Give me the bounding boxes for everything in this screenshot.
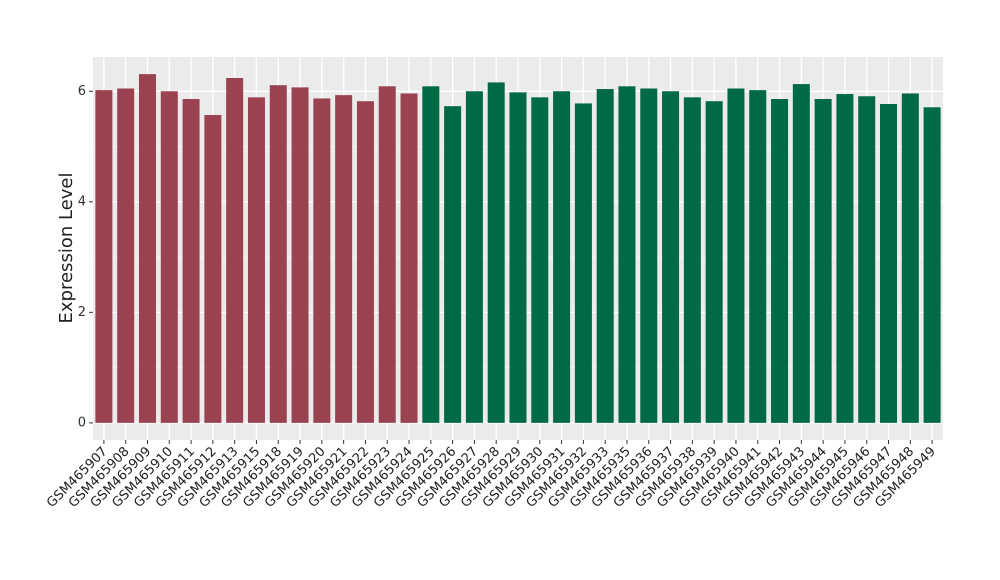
bar (356, 101, 374, 423)
bar (792, 84, 810, 423)
bar (138, 74, 156, 423)
bar (640, 88, 658, 423)
bar (117, 88, 135, 423)
bar (335, 95, 353, 423)
bar (901, 93, 919, 423)
bar (880, 103, 898, 423)
bar (378, 86, 396, 423)
bar (247, 97, 265, 423)
bar (727, 88, 745, 423)
bar (771, 99, 789, 423)
bar (531, 97, 549, 423)
bar (814, 99, 832, 423)
bar (618, 86, 636, 423)
bar (95, 90, 113, 423)
y-axis-label: Expression Level (56, 173, 77, 324)
bar (487, 82, 505, 423)
bar (444, 106, 462, 423)
bar (836, 94, 854, 423)
y-tick-label: 4 (78, 194, 86, 209)
bar (313, 98, 331, 423)
y-tick-label: 0 (78, 415, 86, 430)
y-tick-label: 2 (78, 305, 86, 320)
bar (574, 103, 592, 423)
bar (683, 97, 701, 423)
bar (596, 89, 614, 423)
bar (400, 93, 418, 423)
bar (269, 85, 287, 423)
bar (465, 91, 483, 423)
bar (226, 78, 244, 423)
bar (182, 99, 200, 423)
y-tick-label: 6 (78, 84, 86, 99)
bar (422, 86, 440, 423)
bar (553, 91, 571, 423)
bar (509, 92, 527, 423)
bar (291, 87, 309, 423)
bar (923, 107, 941, 423)
bar (749, 90, 767, 423)
bar (858, 96, 876, 423)
bar (160, 91, 178, 423)
bar (705, 101, 723, 423)
bar (204, 115, 222, 423)
bar (662, 91, 680, 423)
